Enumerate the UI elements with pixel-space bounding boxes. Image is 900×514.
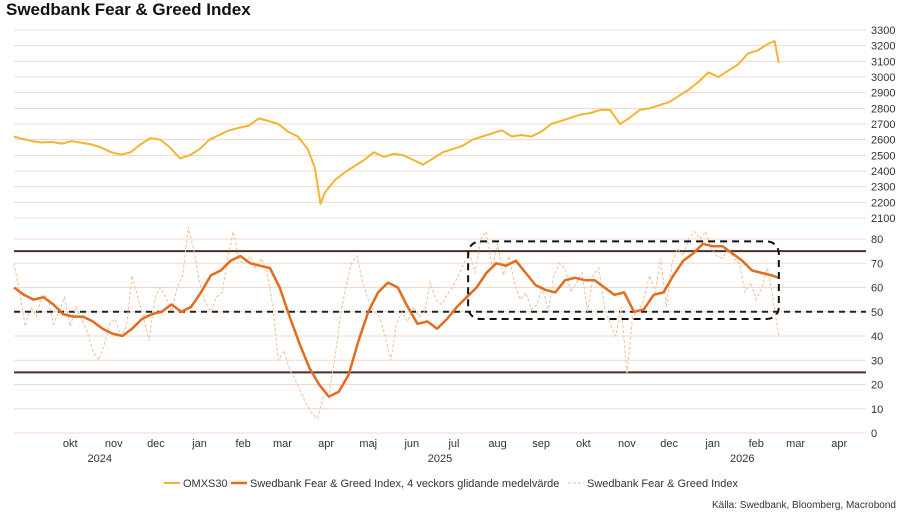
upper-y-tick-label: 2400 <box>871 166 895 178</box>
x-month-label: dec <box>660 438 678 450</box>
fg-4w-line <box>13 242 780 398</box>
chart-title: Swedbank Fear & Greed Index <box>6 0 251 19</box>
x-month-label: jul <box>447 438 459 450</box>
lower-y-tick-label: 70 <box>871 258 883 270</box>
x-month-label: okt <box>576 438 591 450</box>
upper-y-tick-label: 3300 <box>871 25 895 37</box>
upper-y-tick-label: 2500 <box>871 150 895 162</box>
x-month-label: feb <box>235 438 250 450</box>
fg-4w-series <box>13 242 780 398</box>
x-year-label: 2025 <box>428 453 452 465</box>
upper-y-tick-label: 3000 <box>871 72 895 84</box>
upper-y-ticks: 3300 3200 3100 3000 2900 2800 2700 2600 2500 2400… <box>871 25 895 225</box>
upper-y-tick-label: 2300 <box>871 182 895 194</box>
upper-y-tick-label: 2600 <box>871 135 895 147</box>
x-month-label: nov <box>618 438 636 450</box>
lower-y-tick-label: 40 <box>871 331 883 343</box>
x-axis-ticks: okt nov dec jan feb mar apr maj jun jul aug sep okt n… <box>63 438 848 465</box>
legend-label: OMXS30 <box>183 478 228 490</box>
lower-y-tick-label: 0 <box>871 428 877 440</box>
x-month-label: jun <box>403 438 419 450</box>
highlight-box <box>467 240 780 321</box>
upper-y-tick-label: 2900 <box>871 88 895 100</box>
legend-label: Swedbank Fear & Greed Index, 4 veckors g… <box>250 478 559 490</box>
x-year-label: 2026 <box>730 453 754 465</box>
lower-y-ticks: 80 70 60 50 40 30 20 10 0 <box>871 234 883 440</box>
legend: OMXS30 Swedbank Fear & Greed Index, 4 vec… <box>164 478 739 490</box>
x-month-label: apr <box>831 438 847 450</box>
x-year-label: 2024 <box>88 453 112 465</box>
x-month-label: feb <box>749 438 764 450</box>
x-month-label: mar <box>273 438 292 450</box>
upper-y-tick-label: 2700 <box>871 119 895 131</box>
x-month-label: maj <box>359 438 377 450</box>
upper-y-tick-label: 2800 <box>871 103 895 115</box>
x-month-label: jan <box>704 438 720 450</box>
x-month-label: apr <box>318 438 334 450</box>
x-month-label: dec <box>147 438 165 450</box>
omxs30-series <box>13 40 780 205</box>
lower-y-tick-label: 50 <box>871 307 883 319</box>
highlight-box-rect <box>467 240 780 321</box>
fg-daily-series <box>13 226 780 420</box>
lower-y-tick-label: 10 <box>871 404 883 416</box>
upper-y-tick-label: 3200 <box>871 41 895 53</box>
upper-y-tick-label: 2100 <box>871 213 895 225</box>
omxs30-line <box>13 40 780 205</box>
upper-y-tick-label: 3100 <box>871 56 895 68</box>
lower-y-tick-label: 60 <box>871 283 883 295</box>
x-month-label: jan <box>191 438 207 450</box>
upper-y-tick-label: 2200 <box>871 197 895 209</box>
lower-y-tick-label: 30 <box>871 355 883 367</box>
reference-lines <box>14 250 866 374</box>
upper-gridlines <box>14 29 866 219</box>
source-note: Källa: Swedbank, Bloomberg, Macrobond <box>712 500 896 511</box>
lower-gridlines <box>14 238 866 434</box>
x-month-label: nov <box>105 438 123 450</box>
x-month-label: mar <box>786 438 805 450</box>
lower-y-tick-label: 80 <box>871 234 883 246</box>
legend-label: Swedbank Fear & Greed Index <box>587 478 739 490</box>
fg-daily-line <box>13 226 780 420</box>
x-month-label: okt <box>63 438 78 450</box>
x-month-label: aug <box>488 438 506 450</box>
lower-y-tick-label: 20 <box>871 380 883 392</box>
x-month-label: sep <box>532 438 550 450</box>
